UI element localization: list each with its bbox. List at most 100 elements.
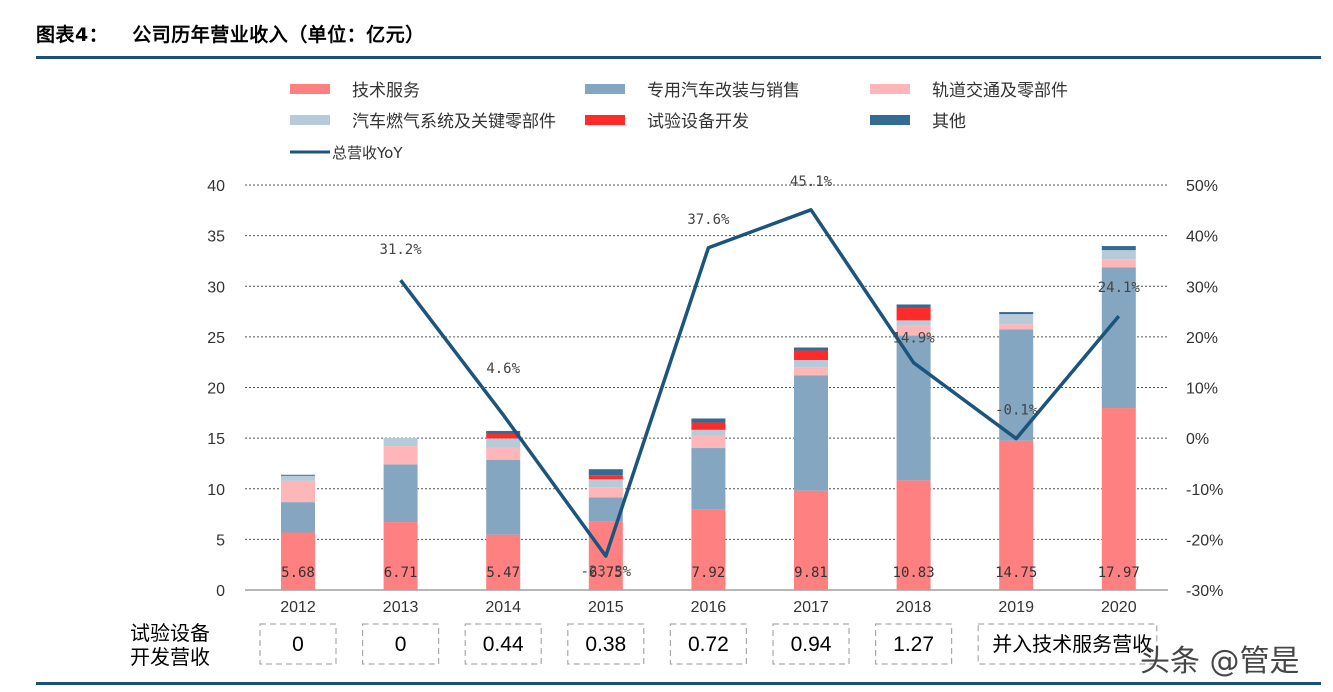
- bar-data-label: 14.75: [995, 565, 1037, 581]
- x-tick-label: 2012: [280, 599, 316, 616]
- bar-segment: [896, 320, 931, 326]
- legend-swatch: [585, 84, 625, 94]
- bar-segment: [486, 447, 521, 460]
- bar-segment: [691, 418, 726, 423]
- table-cell-value: 0.94: [791, 633, 832, 656]
- y-right-tick-label: -10%: [1186, 482, 1223, 499]
- bar-data-label: 17.97: [1098, 565, 1140, 581]
- bar-segment: [999, 440, 1034, 590]
- bar-segment: [383, 522, 418, 590]
- legend-swatch: [870, 84, 910, 94]
- bar-segment: [896, 325, 931, 336]
- watermark: 头条 @管是: [1140, 644, 1300, 679]
- bar-segment: [383, 438, 418, 447]
- x-tick-label: 2019: [998, 599, 1034, 616]
- yoy-label: 4.6%: [486, 361, 520, 377]
- y-left-tick-label: 20: [207, 381, 225, 398]
- bar-segment: [691, 435, 726, 449]
- figure-title-text: 公司历年营业收入（单位：亿元）: [132, 24, 425, 46]
- yoy-label: 45.1%: [790, 174, 833, 190]
- legend-swatch: [290, 84, 330, 94]
- y-right-tick-label: 0%: [1186, 431, 1209, 448]
- legend-label: 技术服务: [352, 81, 420, 101]
- bar-segment: [486, 534, 521, 590]
- table-cell: [669, 623, 748, 665]
- table-cell-value: 0.44: [483, 633, 524, 656]
- top-rule: [36, 56, 1321, 59]
- legend-label: 试验设备开发: [647, 112, 749, 132]
- y-left-tick-label: 0: [216, 583, 225, 600]
- bar-segment: [486, 459, 521, 535]
- bar-segment: [999, 312, 1034, 315]
- bar-segment: [691, 429, 726, 436]
- bar-segment: [896, 307, 931, 321]
- y-left-tick-label: 35: [207, 229, 225, 246]
- bar-segment: [691, 448, 726, 510]
- bar-segment: [486, 433, 521, 439]
- y-left-tick-label: 25: [207, 330, 225, 347]
- bar-segment: [896, 304, 931, 308]
- legend-label: 汽车燃气系统及关键零部件: [352, 112, 556, 132]
- figure-title: 图表4： 公司历年营业收入（单位：亿元）: [36, 20, 425, 47]
- bar-segment: [794, 347, 828, 351]
- bar-segment: [794, 350, 828, 361]
- table-cell: [362, 623, 440, 665]
- table-cell-value: 0: [292, 633, 304, 656]
- bar-segment: [588, 469, 623, 476]
- bar-segment: [794, 367, 828, 376]
- yoy-line: [399, 208, 1121, 558]
- bar-segment: [896, 480, 931, 590]
- table-cell: [874, 623, 953, 665]
- table-cell-value: 0: [395, 633, 407, 656]
- bar-segment: [588, 479, 623, 488]
- bar-segment: [691, 422, 726, 430]
- bar-segment: [588, 487, 623, 498]
- x-tick-label: 2016: [691, 599, 727, 616]
- table-cell-value: 0.72: [688, 633, 729, 656]
- legend-swatch: [585, 115, 625, 125]
- bottom-rule: [36, 682, 1321, 685]
- table-cell-value: 0.38: [585, 633, 626, 656]
- bar-segment: [794, 490, 828, 590]
- table-merged-cell-label: 并入技术服务营收: [992, 632, 1152, 656]
- legend-label: 其他: [932, 112, 966, 132]
- yoy-label: 31.2%: [380, 242, 423, 258]
- y-right-tick-label: 10%: [1186, 381, 1218, 398]
- bar-segment: [588, 475, 623, 480]
- bar-segment: [281, 532, 315, 590]
- y-right-tick-label: 40%: [1186, 229, 1218, 246]
- yoy-label: 24.1%: [1098, 280, 1141, 296]
- y-right-tick-label: -30%: [1186, 583, 1223, 600]
- bar-segment: [486, 438, 521, 448]
- table-cell-value: 1.27: [893, 633, 934, 656]
- bar-segment: [486, 430, 521, 434]
- figure-title-prefix: 图表4：: [36, 24, 109, 46]
- y-right-tick-label: 50%: [1186, 178, 1218, 195]
- bar-segment: [281, 474, 315, 476]
- bar-data-label: 5.68: [281, 565, 315, 581]
- bar-segment: [691, 509, 726, 590]
- bar-segment: [1101, 246, 1136, 251]
- yoy-label: 14.9%: [893, 331, 936, 347]
- y-left-tick-label: 40: [207, 178, 225, 195]
- y-left-tick-label: 30: [207, 279, 225, 296]
- table-header-line2: 开发营收: [130, 645, 210, 669]
- y-left-tick-label: 10: [207, 482, 225, 499]
- table-cell: [464, 623, 542, 665]
- bar-segment: [999, 324, 1034, 330]
- bar-segment: [1101, 267, 1136, 409]
- bar-segment: [383, 446, 418, 465]
- table-header-line1: 试验设备: [130, 621, 210, 645]
- y-right-tick-label: -20%: [1186, 532, 1223, 549]
- bar-segment: [281, 475, 315, 481]
- bar-segment: [999, 314, 1034, 325]
- x-tick-label: 2020: [1101, 599, 1137, 616]
- y-right-tick-label: 20%: [1186, 330, 1218, 347]
- x-tick-label: 2018: [896, 599, 932, 616]
- table-cell: [772, 623, 850, 665]
- bar-data-label: 6.71: [384, 565, 418, 581]
- yoy-label: -0.1%: [995, 403, 1038, 419]
- bar-segment: [281, 502, 315, 533]
- yoy-label: -23.3%: [581, 564, 632, 580]
